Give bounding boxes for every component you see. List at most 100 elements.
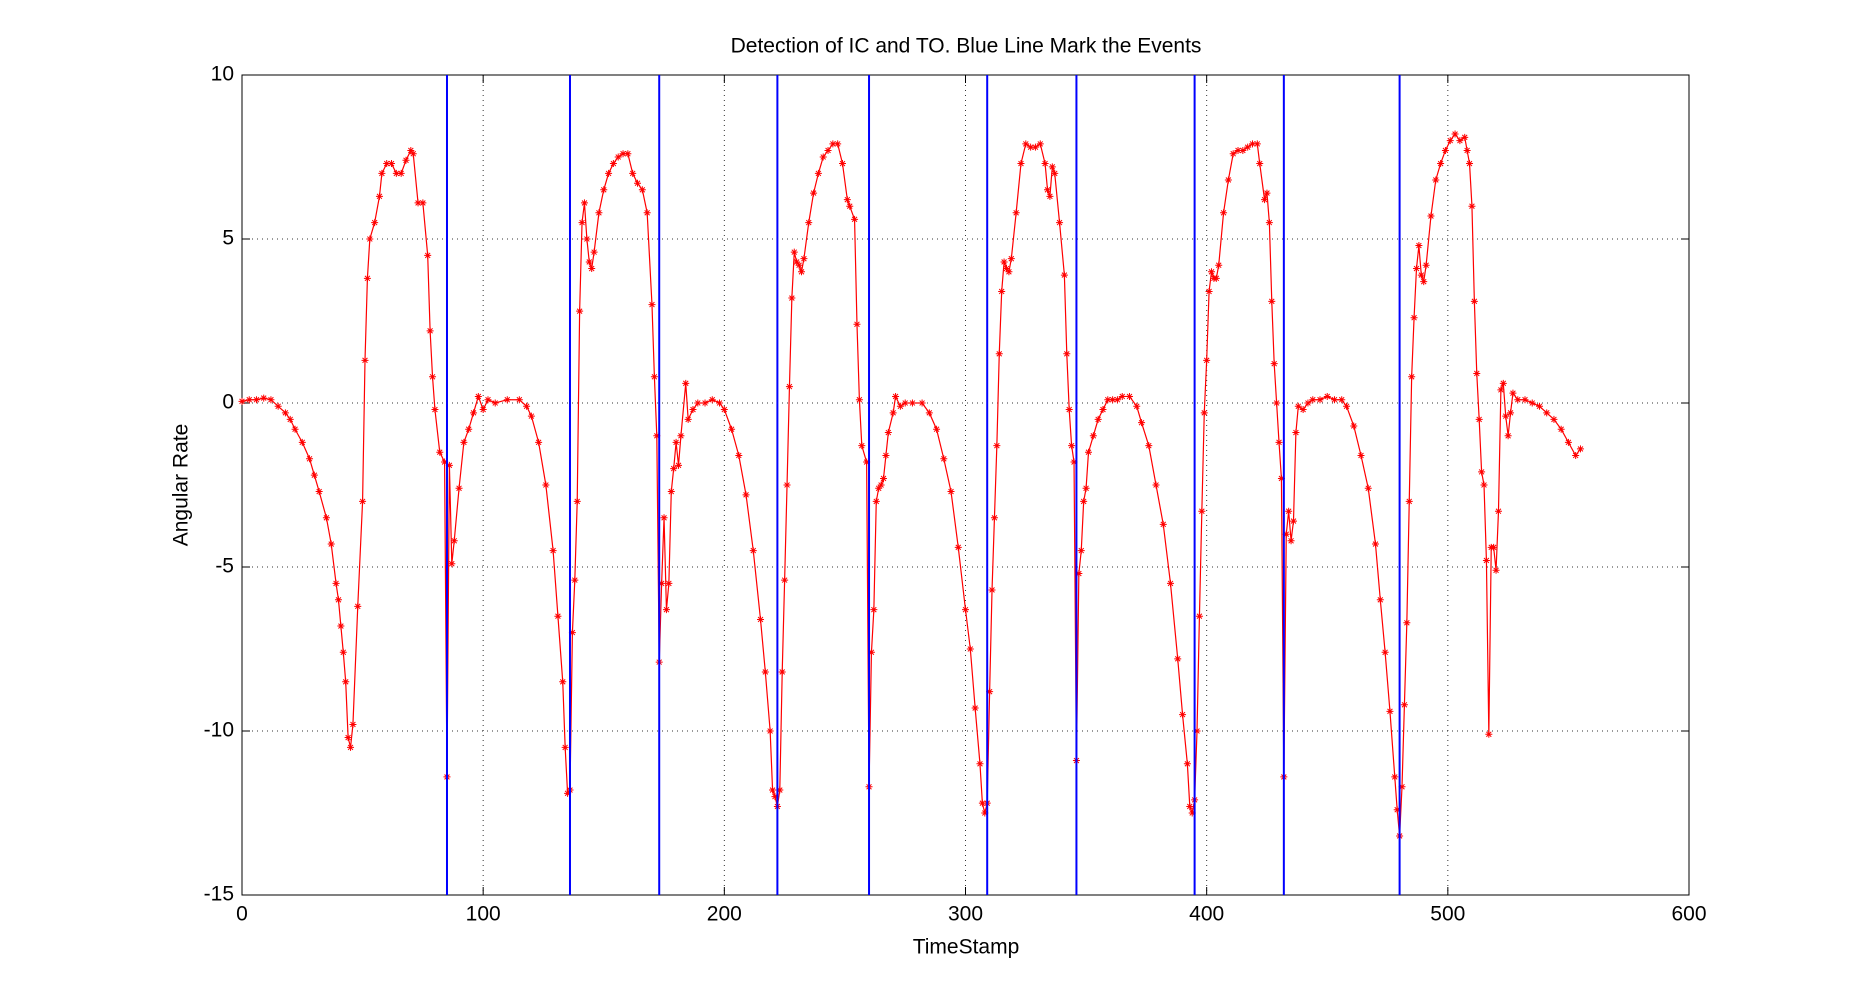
marker [1381, 648, 1389, 656]
marker [766, 727, 774, 735]
marker [585, 258, 593, 266]
marker [245, 396, 253, 404]
marker [573, 497, 581, 505]
marker [535, 438, 543, 446]
marker [776, 786, 784, 794]
marker [361, 356, 369, 364]
marker [1463, 146, 1471, 154]
marker [1005, 268, 1013, 276]
marker [853, 320, 861, 328]
marker [1514, 396, 1522, 404]
marker [1473, 369, 1481, 377]
marker [940, 455, 948, 463]
marker [1509, 389, 1517, 397]
marker [1386, 707, 1394, 715]
marker [1200, 409, 1208, 417]
marker [1125, 392, 1133, 400]
marker [757, 615, 765, 623]
marker [419, 199, 427, 207]
marker [450, 537, 458, 545]
marker [1212, 274, 1220, 282]
marker [1186, 802, 1194, 810]
marker [371, 219, 379, 227]
marker [1099, 406, 1107, 414]
marker [650, 373, 658, 381]
marker [1234, 146, 1242, 154]
chart-title: Detection of IC and TO. Blue Line Mark t… [731, 35, 1202, 58]
marker [1195, 612, 1203, 620]
marker [588, 265, 596, 273]
marker [424, 251, 432, 259]
marker [375, 192, 383, 200]
marker [1316, 396, 1324, 404]
marker [1492, 566, 1500, 574]
marker [1398, 783, 1406, 791]
marker [875, 484, 883, 492]
marker [484, 396, 492, 404]
x-tick-label: 200 [707, 903, 742, 926]
marker [542, 481, 550, 489]
marker [870, 606, 878, 614]
marker [322, 514, 330, 522]
marker [1253, 140, 1261, 148]
marker [1282, 530, 1290, 538]
marker [877, 481, 885, 489]
marker [274, 402, 282, 410]
marker [1017, 160, 1025, 168]
marker [1044, 186, 1051, 194]
marker [1007, 255, 1015, 263]
marker [474, 392, 482, 400]
marker [947, 488, 955, 496]
marker [1270, 360, 1278, 368]
marker [1403, 619, 1411, 627]
marker [306, 455, 314, 463]
marker [465, 425, 473, 433]
marker [571, 576, 579, 584]
marker [1056, 219, 1064, 227]
marker [742, 491, 750, 499]
marker [728, 425, 736, 433]
marker [1287, 537, 1295, 545]
marker [735, 451, 743, 459]
marker [694, 399, 702, 407]
marker [1564, 438, 1572, 446]
marker [315, 488, 323, 496]
marker [1104, 396, 1112, 404]
marker [793, 258, 801, 266]
marker [1543, 409, 1551, 417]
marker [990, 514, 998, 522]
marker [1075, 570, 1083, 578]
marker [1183, 760, 1191, 768]
marker [843, 196, 851, 204]
marker [1485, 730, 1493, 738]
marker [1292, 429, 1300, 437]
marker [1420, 278, 1428, 286]
marker [1437, 160, 1445, 168]
marker [1094, 415, 1102, 423]
marker [491, 399, 499, 407]
marker [527, 412, 535, 420]
marker [761, 668, 769, 676]
marker [583, 235, 591, 243]
marker [783, 481, 791, 489]
marker [1220, 209, 1228, 217]
marker [1041, 160, 1049, 168]
marker [392, 169, 400, 177]
marker [638, 186, 646, 194]
marker [1364, 484, 1372, 492]
marker [1068, 442, 1076, 450]
marker [431, 406, 439, 414]
marker [339, 648, 347, 656]
marker [426, 327, 434, 335]
marker [986, 688, 994, 696]
marker [1499, 379, 1507, 387]
y-tick-label: -15 [204, 883, 234, 906]
marker [1422, 261, 1430, 269]
marker [455, 484, 463, 492]
marker [670, 465, 678, 473]
marker [675, 461, 683, 469]
marker [344, 734, 352, 742]
marker [1415, 242, 1423, 250]
marker [976, 760, 984, 768]
